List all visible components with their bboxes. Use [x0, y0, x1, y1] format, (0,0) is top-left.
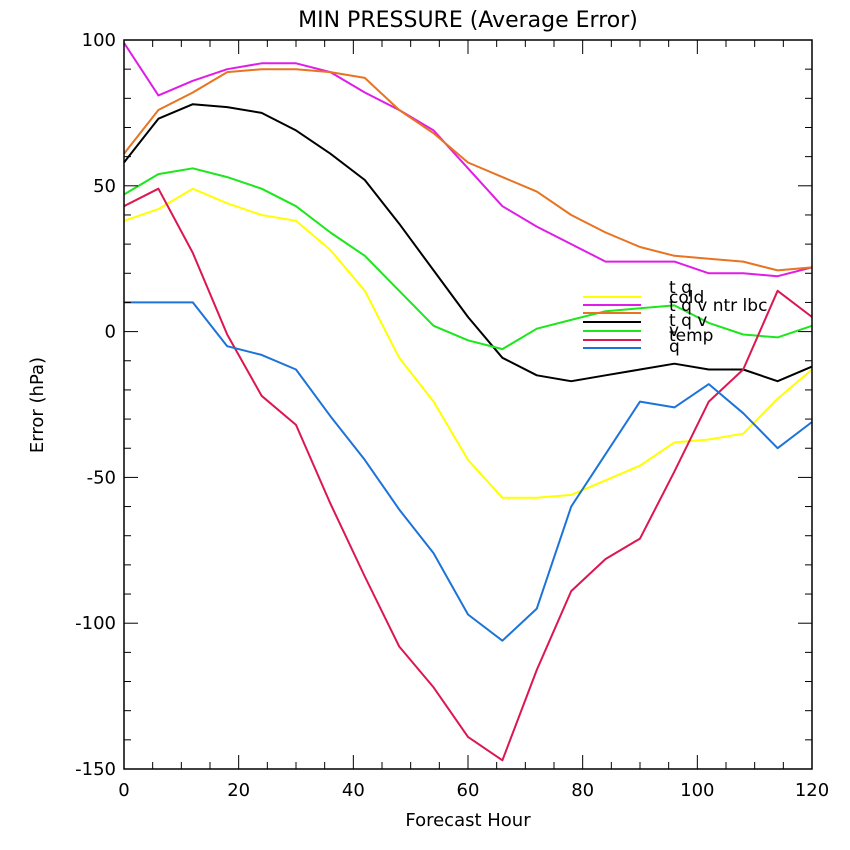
legend-label-5: temp: [669, 326, 713, 346]
x-tick-label: 40: [342, 780, 365, 801]
chart-title: MIN PRESSURE (Average Error): [298, 8, 638, 33]
legend-label-4: v: [669, 321, 679, 341]
series-line-1: [123, 42, 813, 278]
x-axis-label: Forecast Hour: [405, 810, 531, 831]
legend-label-2: t q v ntr lbc: [669, 296, 767, 316]
series-line-0: [123, 187, 813, 499]
series-line-6: [124, 301, 813, 642]
y-axis-label: Error (hPa): [27, 357, 48, 453]
x-tick-label: 100: [680, 780, 714, 801]
x-tick-label: 120: [795, 780, 829, 801]
x-tick-label: 80: [571, 780, 594, 801]
x-tick-label: 60: [457, 780, 480, 801]
series-line-3: [123, 103, 813, 383]
legend-label-6: q: [669, 337, 680, 357]
plot-frame: [123, 39, 813, 770]
series-line-2: [123, 68, 813, 272]
series-line-5: [123, 187, 813, 762]
y-tick-label: -100: [75, 613, 116, 634]
y-tick-label: 50: [93, 176, 116, 197]
axes: 0 20 40 60 80 100 120 -150 -100 -50 0 50 100: [75, 30, 829, 801]
legend-label-3: t q v: [669, 311, 707, 331]
x-tick-label: 0: [118, 780, 129, 801]
x-tick-label: 20: [227, 780, 250, 801]
series-line-4: [123, 167, 813, 351]
y-tick-label: -150: [75, 759, 116, 780]
y-tick-label: 0: [105, 322, 116, 343]
y-tick-label: 100: [82, 30, 116, 51]
legend-label-0: t q: [669, 278, 692, 298]
legend-label-1: cold: [669, 288, 704, 308]
series-lines: [123, 42, 813, 762]
y-tick-label: -50: [87, 467, 116, 488]
